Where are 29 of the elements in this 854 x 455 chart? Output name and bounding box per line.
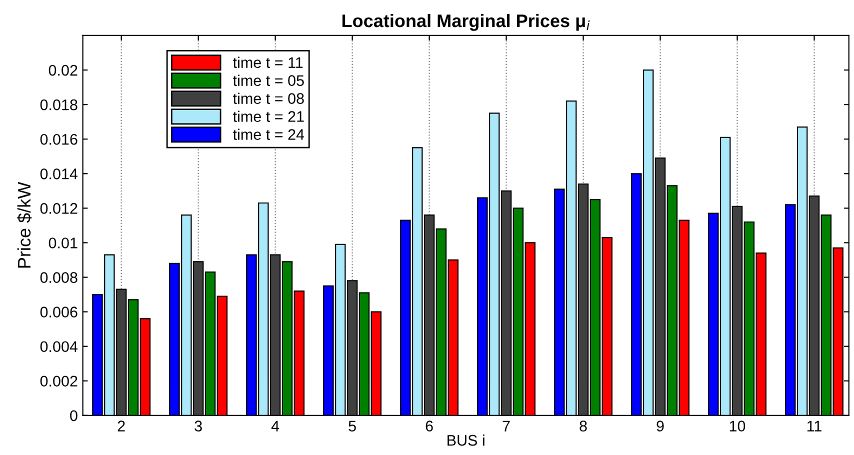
x-tick-label: 10: [730, 420, 746, 432]
y-tick-label: 0.002: [40, 376, 78, 387]
x-tick-label: 2: [118, 420, 125, 432]
x-tick-label: 5: [348, 420, 356, 432]
x-tick-label: 3: [194, 420, 202, 432]
x-tick-label: 6: [426, 420, 433, 432]
legend-label: time t = 21: [233, 110, 304, 122]
y-tick-label: 0.01: [48, 238, 78, 248]
legend-label: time t = 11: [233, 56, 303, 68]
x-tick-label: 7: [502, 420, 510, 432]
y-axis-title: Price $/kW: [17, 182, 32, 268]
chart-title: Locational Marginal Prices μ$_{i}$: [342, 14, 590, 31]
legend-label: time t = 08: [233, 92, 304, 104]
y-tick-label: 0.014: [40, 168, 78, 180]
x-tick-label: 8: [580, 420, 587, 432]
x-tick-label: 11: [807, 420, 822, 432]
x-tick-label: 4: [271, 420, 280, 432]
y-tick-label: 0.016: [40, 134, 78, 145]
y-tick-label: 0: [70, 410, 78, 422]
y-tick-label: 0.006: [40, 306, 78, 318]
y-tick-label: 0.018: [40, 99, 78, 110]
y-tick-label: 0.008: [40, 272, 78, 283]
x-axis-title: BUS i: [448, 434, 484, 446]
y-tick-label: 0.004: [40, 341, 78, 352]
legend-label: time t = 05: [233, 74, 304, 86]
y-tick-label: 0.02: [48, 64, 78, 76]
x-tick-label: 9: [656, 420, 664, 432]
legend-label: time t = 24: [233, 128, 304, 140]
y-tick-label: 0.012: [40, 203, 78, 214]
